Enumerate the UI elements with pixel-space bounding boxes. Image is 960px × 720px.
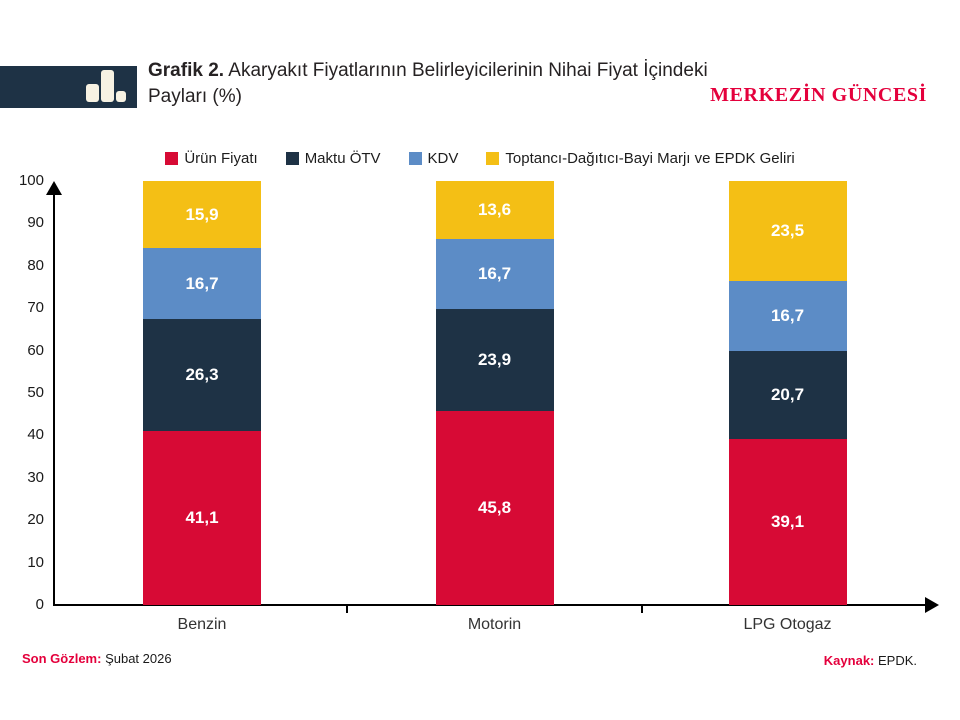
x-axis-tick (641, 605, 643, 613)
legend: Ürün Fiyatı Maktu ÖTV KDV Toptancı-Dağıtıcı… (0, 148, 960, 168)
last-observation-value: Şubat 2026 (101, 651, 172, 666)
y-axis-tick-label: 80 (27, 256, 44, 274)
bar-value-label: 15,9 (185, 204, 219, 224)
legend-item: KDV (408, 149, 459, 167)
legend-label: KDV (427, 149, 459, 167)
bar-value-label: 39,1 (770, 512, 805, 532)
source-label: Kaynak: (823, 653, 875, 668)
bar-segment: 16,7 (728, 280, 847, 352)
bar-segment: 45,8 (435, 410, 554, 605)
bar-segment: 13,6 (435, 181, 554, 239)
legend-swatch (486, 151, 500, 165)
legend-item: Maktu ÖTV (285, 149, 381, 167)
y-axis-tick-label: 70 (27, 299, 44, 317)
bar-value-label: 20,7 (770, 385, 805, 405)
y-axis-tick-label: 0 (35, 596, 44, 613)
bar-chart-icon (116, 91, 126, 102)
y-axis-tick-label: 50 (27, 384, 44, 401)
legend-swatch (165, 151, 179, 165)
bar-value-label: 16,7 (185, 273, 219, 293)
y-axis-tick-label: 60 (27, 341, 44, 359)
bar-value-label: 26,3 (185, 364, 219, 384)
x-axis-tick (346, 605, 348, 613)
y-axis-tick-label: 30 (27, 468, 44, 486)
brand-logo (0, 66, 137, 108)
y-axis-tick-label: 10 (27, 553, 44, 571)
bar-segment: 16,7 (435, 238, 554, 310)
brand-name: MERKEZİN GÜNCESİ (710, 84, 927, 106)
bar-segment: 39,1 (728, 439, 847, 605)
bar-segment: 23,5 (728, 181, 847, 281)
legend-label: Ürün Fiyatı (184, 149, 258, 167)
bar-value-label: 16,7 (770, 306, 805, 326)
bar-chart-icon (101, 70, 114, 102)
bar-chart-icon (86, 84, 99, 102)
y-axis-tick-label: 20 (27, 511, 44, 529)
bar-segment: 20,7 (728, 351, 847, 440)
y-axis-tick-label: 40 (27, 426, 44, 444)
y-axis-tick-label: 100 (18, 172, 44, 189)
x-axis-arrow-icon (925, 597, 939, 613)
bar-segment: 23,9 (435, 309, 554, 411)
bar-value-label: 41,1 (185, 507, 219, 527)
bar-segment: 26,3 (143, 319, 261, 431)
legend-item: Toptancı-Dağıtıcı-Bayi Marjı ve EPDK Gel… (486, 149, 795, 167)
last-observation-label: Son Gözlem: (22, 651, 102, 666)
bar-value-label: 13,6 (477, 199, 512, 219)
legend-swatch (408, 151, 422, 165)
legend-item: Ürün Fiyatı (165, 149, 258, 167)
x-axis-category-label: Benzin (177, 616, 227, 633)
bar-value-label: 23,5 (770, 220, 805, 240)
y-axis-line (53, 193, 55, 605)
x-axis-category-label: LPG Otogaz (743, 616, 832, 633)
x-axis-line (53, 604, 926, 606)
y-axis-tick-label: 90 (27, 214, 44, 232)
y-axis-arrow-icon (46, 181, 62, 195)
bar-value-label: 16,7 (477, 264, 512, 284)
source-value: EPDK. (874, 653, 917, 668)
chart-title-text: Akaryakıt Fiyatlarının Belirleyicilerini… (148, 60, 708, 107)
chart-title-number: Grafik 2. (148, 60, 225, 81)
source-note: Kaynak: EPDK. (824, 653, 917, 668)
bar-value-label: 45,8 (477, 497, 512, 517)
legend-label: Maktu ÖTV (304, 149, 381, 167)
last-observation-note: Son Gözlem: Şubat 2026 (22, 651, 172, 666)
bar-segment: 16,7 (143, 248, 261, 320)
bar-segment: 41,1 (143, 430, 261, 605)
bar-segment: 15,9 (143, 181, 261, 249)
legend-swatch (285, 151, 299, 165)
legend-label: Toptancı-Dağıtıcı-Bayi Marjı ve EPDK Gel… (505, 149, 795, 167)
chart-title: Grafik 2. Akaryakıt Fiyatlarının Belirle… (148, 58, 728, 110)
x-axis-category-label: Motorin (467, 616, 522, 633)
bar-value-label: 23,9 (477, 350, 512, 370)
